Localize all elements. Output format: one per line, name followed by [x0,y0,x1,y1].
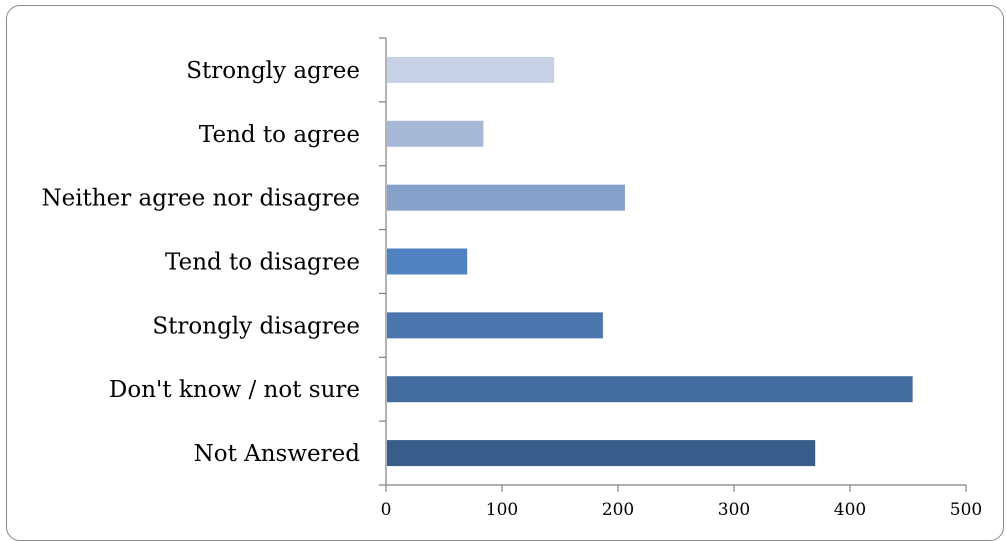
x-tick-label: 300 [718,500,750,520]
category-labels: Strongly agree Tend to agree Neither agree… [41,58,360,467]
bar [387,184,625,211]
x-tick-label: 400 [834,500,866,520]
category-label: Tend to disagree [165,250,360,276]
bar [387,56,555,83]
bar [387,376,913,403]
category-label: Neither agree nor disagree [41,186,360,212]
category-label: Strongly disagree [152,313,360,339]
x-tick-label: 100 [486,500,518,520]
bar [387,440,816,467]
category-label: Not Answered [194,441,361,467]
category-label: Don't know / not sure [109,377,360,403]
category-label: Strongly agree [186,58,360,84]
x-tick-label: 0 [381,500,392,520]
x-tick-labels: 0 100 200 300 400 500 [381,500,983,520]
x-tick-label: 500 [950,500,982,520]
bar [387,312,603,339]
bar [387,248,468,275]
chart-bars [387,56,913,467]
bar [387,120,484,147]
chart-axes [379,37,967,492]
x-tick-label: 200 [602,500,634,520]
category-label: Tend to agree [199,122,360,148]
